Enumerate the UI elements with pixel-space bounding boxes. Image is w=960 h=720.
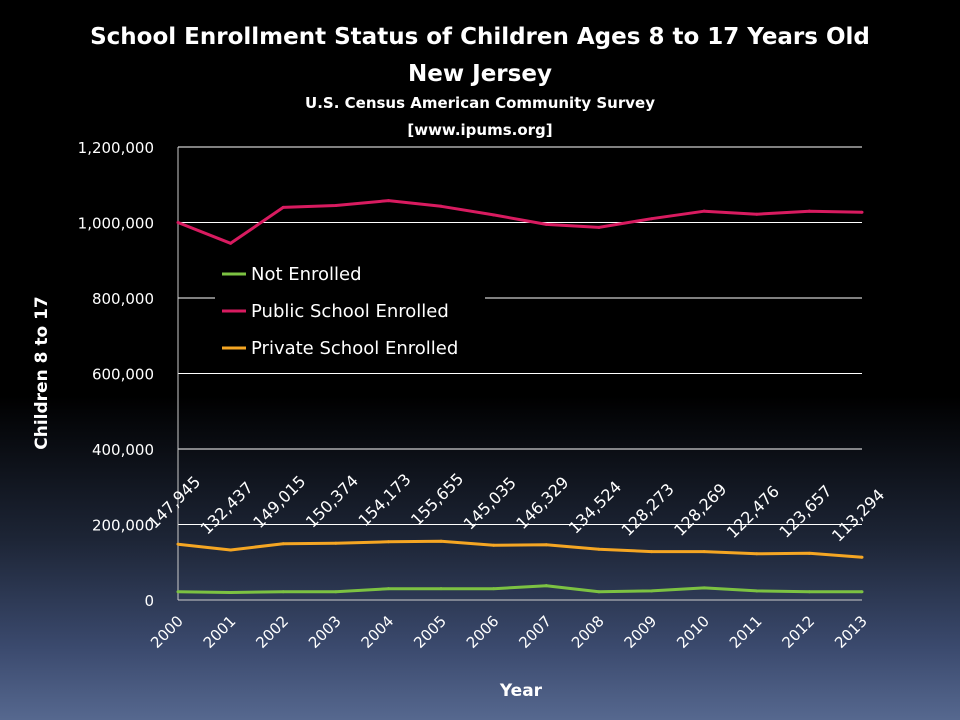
x-tick-label: 2001 bbox=[200, 612, 240, 652]
data-point-private-school-enrolled bbox=[650, 550, 654, 554]
data-point-not-enrolled bbox=[650, 589, 654, 593]
x-tick-label: 2004 bbox=[358, 612, 398, 652]
data-point-public-school-enrolled bbox=[807, 209, 811, 213]
legend-label-not-enrolled: Not Enrolled bbox=[251, 264, 362, 285]
data-point-public-school-enrolled bbox=[281, 205, 285, 209]
x-tick-label: 2008 bbox=[568, 612, 608, 652]
y-tick-label: 200,000 bbox=[92, 517, 154, 535]
data-point-public-school-enrolled bbox=[597, 225, 601, 229]
series-line-private-school-enrolled bbox=[177, 539, 863, 559]
data-labels: 147,945132,437149,015150,374154,173155,6… bbox=[144, 469, 888, 545]
data-point-public-school-enrolled bbox=[334, 204, 338, 208]
data-point-private-school-enrolled bbox=[544, 543, 548, 547]
data-point-public-school-enrolled bbox=[176, 221, 180, 224]
data-point-private-school-enrolled bbox=[281, 542, 285, 546]
data-point-public-school-enrolled bbox=[492, 213, 496, 217]
data-label: 150,374 bbox=[302, 471, 362, 531]
data-point-private-school-enrolled bbox=[702, 550, 706, 554]
y-tick-label: 1,000,000 bbox=[78, 215, 154, 233]
data-point-not-enrolled bbox=[386, 587, 390, 591]
x-tick-label: 2009 bbox=[621, 612, 661, 652]
x-axis-label: Year bbox=[499, 681, 543, 701]
y-tick-label: 400,000 bbox=[92, 441, 154, 459]
data-point-private-school-enrolled bbox=[492, 543, 496, 547]
chart-source-url: [www.ipums.org] bbox=[407, 121, 552, 139]
y-axis-ticks: 0 200,000 400,000 600,000 800,000 1,000,000 1,… bbox=[78, 139, 154, 610]
data-point-not-enrolled bbox=[702, 586, 706, 590]
legend-label-private-school-enrolled: Private School Enrolled bbox=[251, 338, 458, 359]
data-label: 123,657 bbox=[775, 481, 835, 541]
data-point-not-enrolled bbox=[229, 590, 233, 594]
data-point-not-enrolled bbox=[334, 590, 338, 594]
data-point-private-school-enrolled bbox=[807, 551, 811, 555]
data-point-not-enrolled bbox=[439, 587, 443, 591]
y-tick-label: 0 bbox=[144, 592, 154, 610]
x-tick-label: 2005 bbox=[410, 612, 450, 652]
data-point-private-school-enrolled bbox=[439, 539, 443, 543]
data-point-public-school-enrolled bbox=[702, 209, 706, 213]
data-point-public-school-enrolled bbox=[439, 204, 443, 208]
data-point-public-school-enrolled bbox=[650, 217, 654, 221]
data-point-not-enrolled bbox=[176, 590, 180, 594]
data-point-not-enrolled bbox=[492, 587, 496, 591]
data-label: 128,269 bbox=[670, 480, 730, 540]
data-label: 149,015 bbox=[249, 472, 309, 532]
data-point-public-school-enrolled bbox=[386, 199, 390, 203]
y-tick-label: 600,000 bbox=[92, 366, 154, 384]
data-point-not-enrolled bbox=[755, 589, 759, 593]
chart-source: U.S. Census American Community Survey bbox=[305, 94, 655, 112]
data-point-private-school-enrolled bbox=[597, 547, 601, 551]
x-tick-label: 2003 bbox=[305, 612, 345, 652]
data-point-private-school-enrolled bbox=[860, 555, 864, 559]
y-tick-label: 800,000 bbox=[92, 290, 154, 308]
data-point-public-school-enrolled bbox=[544, 222, 548, 226]
chart-subtitle: New Jersey bbox=[408, 61, 552, 87]
data-label: 113,294 bbox=[828, 485, 888, 545]
data-point-not-enrolled bbox=[544, 584, 548, 588]
y-axis-label: Children 8 to 17 bbox=[32, 296, 52, 449]
data-point-public-school-enrolled bbox=[755, 212, 759, 216]
data-point-private-school-enrolled bbox=[755, 552, 759, 556]
data-label: 155,655 bbox=[407, 469, 467, 529]
data-label: 134,524 bbox=[565, 477, 625, 537]
y-tick-label: 1,200,000 bbox=[78, 139, 154, 157]
data-point-public-school-enrolled bbox=[860, 210, 864, 214]
data-point-public-school-enrolled bbox=[229, 241, 233, 245]
data-point-not-enrolled bbox=[860, 590, 864, 594]
series-line-public-school-enrolled bbox=[177, 199, 863, 245]
legend-background bbox=[215, 258, 485, 368]
data-point-private-school-enrolled bbox=[386, 540, 390, 544]
x-tick-label: 2010 bbox=[673, 612, 713, 652]
x-tick-label: 2002 bbox=[252, 612, 292, 652]
x-tick-label: 2011 bbox=[726, 612, 766, 652]
chart-title: School Enrollment Status of Children Age… bbox=[90, 24, 870, 50]
x-tick-label: 2006 bbox=[463, 612, 503, 652]
x-tick-label: 2007 bbox=[515, 612, 555, 652]
series-lines bbox=[176, 199, 864, 594]
data-label: 146,329 bbox=[512, 473, 572, 533]
data-point-not-enrolled bbox=[597, 590, 601, 594]
series-line-not-enrolled bbox=[177, 584, 862, 594]
data-point-private-school-enrolled bbox=[229, 548, 233, 552]
data-label: 122,476 bbox=[723, 482, 783, 542]
data-label: 147,945 bbox=[144, 472, 204, 532]
data-label: 154,173 bbox=[354, 470, 414, 530]
legend-label-public-school-enrolled: Public School Enrolled bbox=[251, 301, 449, 322]
data-point-private-school-enrolled bbox=[334, 541, 338, 545]
x-tick-label: 2012 bbox=[778, 612, 818, 652]
data-label: 132,437 bbox=[197, 478, 257, 538]
data-label: 128,273 bbox=[618, 480, 678, 540]
x-tick-label: 2000 bbox=[147, 612, 187, 652]
legend: Not Enrolled Public School Enrolled Privat… bbox=[215, 258, 485, 368]
data-point-private-school-enrolled bbox=[176, 542, 180, 546]
data-point-not-enrolled bbox=[281, 590, 285, 594]
data-point-not-enrolled bbox=[807, 590, 811, 594]
x-tick-label: 2013 bbox=[831, 612, 871, 652]
x-axis-ticks: 2000 2001 2002 2003 2004 2005 2006 2007 2008 2009… bbox=[147, 612, 871, 652]
